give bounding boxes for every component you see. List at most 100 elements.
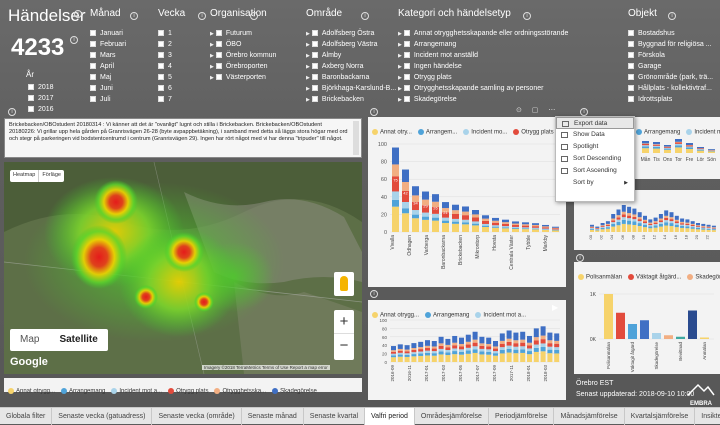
bar-segment[interactable]	[392, 148, 399, 165]
bar-segment[interactable]	[685, 224, 689, 225]
bar-segment[interactable]	[611, 219, 615, 221]
bar-segment[interactable]	[707, 227, 711, 228]
bar-segment[interactable]	[642, 143, 649, 144]
checkbox[interactable]	[404, 30, 410, 36]
bar-segment[interactable]	[502, 228, 509, 232]
bar-segment[interactable]	[412, 215, 419, 219]
bar-segment[interactable]	[659, 220, 663, 222]
info-icon[interactable]: i	[130, 12, 138, 20]
bar-segment[interactable]	[653, 147, 660, 149]
bar-segment[interactable]	[617, 220, 621, 222]
bar-segment[interactable]	[707, 230, 711, 232]
tab-månadsjämförelse[interactable]: Månadsjämförelse	[554, 408, 624, 425]
bar-segment[interactable]	[617, 225, 621, 232]
bar-segment[interactable]	[632, 221, 636, 225]
filter-item[interactable]: ▶Ingen händelse	[398, 61, 568, 72]
bar-segment[interactable]	[493, 346, 498, 348]
checkbox[interactable]	[216, 74, 222, 80]
filter-item[interactable]: 3	[158, 50, 185, 61]
bar-segment[interactable]	[392, 164, 399, 176]
bar-segment[interactable]	[392, 207, 399, 232]
bar-segment[interactable]	[595, 229, 599, 230]
bar-segment[interactable]	[534, 352, 539, 362]
bar-segment[interactable]	[513, 350, 518, 354]
bar-segment[interactable]	[541, 339, 546, 343]
bar-segment[interactable]	[502, 220, 509, 222]
checkbox[interactable]	[90, 63, 96, 69]
bar-segment[interactable]	[402, 213, 409, 232]
bar-segment[interactable]	[482, 215, 489, 218]
bar-segment[interactable]	[659, 219, 663, 221]
bar-segment[interactable]	[472, 224, 479, 226]
bar-segment[interactable]	[664, 226, 668, 232]
bar-segment[interactable]	[534, 337, 539, 340]
checkbox[interactable]	[90, 74, 96, 80]
filter-item[interactable]: ▶Futurum	[210, 28, 276, 39]
menu-spotlight[interactable]: Spotlight	[556, 141, 634, 153]
bar[interactable]	[640, 320, 649, 339]
bar-segment[interactable]	[432, 356, 437, 362]
bar-segment[interactable]	[472, 225, 479, 232]
bar-segment[interactable]	[664, 222, 668, 225]
checkbox[interactable]	[90, 52, 96, 58]
bar-segment[interactable]	[670, 226, 674, 232]
bar-segment[interactable]	[675, 225, 679, 227]
bar-segment[interactable]	[442, 221, 449, 223]
bar-segment[interactable]	[680, 226, 684, 228]
bar-segment[interactable]	[686, 146, 693, 147]
bar-segment[interactable]	[606, 227, 610, 229]
bar-segment[interactable]	[442, 218, 449, 221]
bar-segment[interactable]	[643, 227, 647, 232]
bar-segment[interactable]	[391, 357, 396, 362]
checkbox[interactable]	[628, 85, 634, 91]
filter-item[interactable]: ▶Örebro kommun	[210, 50, 276, 61]
bar[interactable]	[688, 311, 697, 340]
bar-segment[interactable]	[701, 228, 705, 229]
bar-segment[interactable]	[686, 145, 693, 146]
tab-senaste-kvartal[interactable]: Senaste kvartal	[304, 408, 365, 425]
bar-segment[interactable]	[712, 227, 716, 228]
bar-segment[interactable]	[513, 333, 518, 341]
checkbox[interactable]	[404, 96, 410, 102]
bar-segment[interactable]	[462, 206, 469, 211]
legend-item[interactable]: Annat otrygg...	[8, 388, 55, 395]
bar-segment[interactable]	[452, 348, 457, 351]
bar-segment[interactable]	[522, 228, 529, 229]
bar-segment[interactable]	[595, 228, 599, 229]
bar-segment[interactable]	[391, 354, 396, 356]
bar-segment[interactable]	[459, 355, 464, 362]
info-icon[interactable]: i	[74, 10, 82, 18]
bar-segment[interactable]	[500, 350, 505, 353]
info-icon[interactable]: i	[576, 254, 584, 262]
checkbox[interactable]	[312, 63, 318, 69]
bar-segment[interactable]	[654, 228, 658, 232]
checkbox[interactable]	[404, 41, 410, 47]
bar-segment[interactable]	[659, 214, 663, 219]
bar-segment[interactable]	[590, 228, 594, 229]
filter-item[interactable]: ▶Almby	[306, 50, 396, 61]
bar-segment[interactable]	[391, 355, 396, 357]
bar-segment[interactable]	[527, 354, 532, 362]
filter-item[interactable]: Bostadshus	[628, 28, 713, 39]
filter-item[interactable]: ▶Skadegörelse	[398, 94, 568, 105]
checkbox[interactable]	[90, 96, 96, 102]
bar-segment[interactable]	[675, 221, 679, 223]
bar-segment[interactable]	[425, 355, 430, 362]
zoom-out-button[interactable]: −	[334, 334, 354, 358]
legend-item[interactable]: Otrygg plats	[168, 388, 208, 395]
bar-segment[interactable]	[412, 218, 419, 232]
bar-segment[interactable]	[622, 205, 626, 212]
bar-segment[interactable]	[617, 210, 621, 216]
bar-segment[interactable]	[685, 225, 689, 226]
bar-segment[interactable]	[425, 351, 430, 353]
filter-item[interactable]: ▶Adolfsberg Västra	[306, 39, 396, 50]
bar-segment[interactable]	[675, 139, 682, 142]
info-icon[interactable]: i	[361, 12, 369, 20]
bar-segment[interactable]	[542, 225, 549, 226]
bar-segment[interactable]	[590, 229, 594, 230]
bar-segment[interactable]	[439, 354, 444, 362]
checkbox[interactable]	[216, 63, 222, 69]
bar-segment[interactable]	[643, 223, 647, 225]
bar-segment[interactable]	[502, 222, 509, 224]
